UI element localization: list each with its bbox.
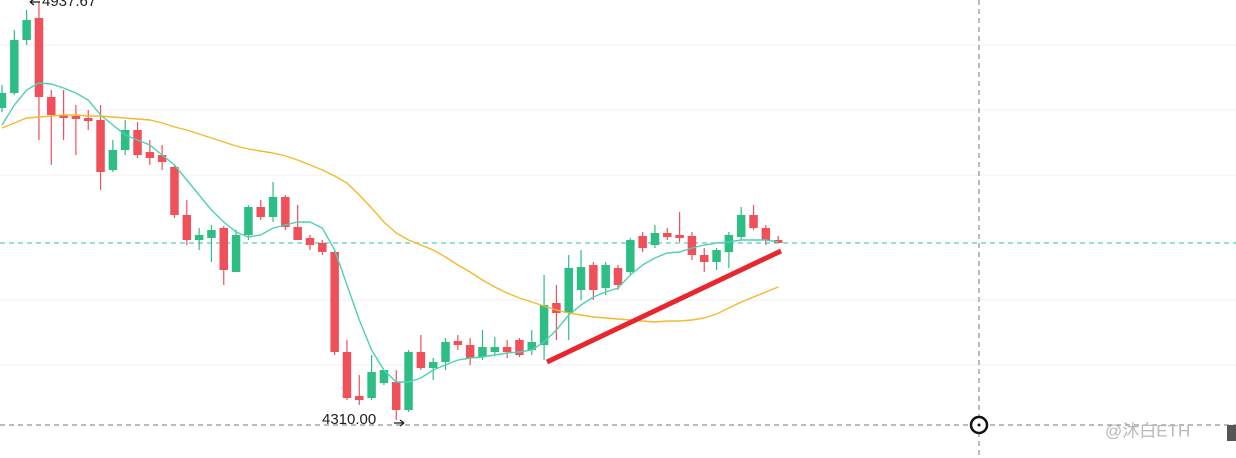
candle-body — [293, 227, 302, 240]
candle-body — [318, 243, 327, 252]
candle-body — [650, 233, 660, 245]
candle-body — [626, 240, 635, 272]
candle-body — [268, 197, 278, 217]
candle-body — [613, 268, 623, 285]
candle-body — [527, 342, 537, 350]
candle-body — [564, 268, 573, 313]
candle-body — [465, 345, 475, 358]
plot-area — [0, 1, 1236, 420]
grid — [0, 44, 1236, 366]
candle-body — [478, 347, 487, 357]
candle-body — [231, 235, 241, 272]
candle-body — [71, 116, 81, 119]
candle-body — [281, 197, 290, 227]
candle-body — [367, 372, 376, 398]
low-arrow — [394, 419, 405, 427]
moving-average-line — [1, 114, 779, 323]
candle-body — [675, 235, 684, 238]
candle-body — [576, 267, 586, 290]
candle-body — [428, 362, 438, 368]
candle-body — [34, 18, 44, 97]
candle-body — [453, 341, 463, 345]
candle-body — [207, 230, 216, 238]
candle-body — [47, 97, 56, 115]
moving-average-line — [1, 82, 779, 383]
high-arrow — [29, 0, 40, 6]
candle-body — [170, 167, 179, 215]
candle-body — [120, 130, 130, 150]
candle-body — [502, 347, 512, 352]
candle-body — [638, 236, 647, 248]
candle-body — [342, 352, 352, 398]
watermark: @沐白ETH — [1105, 421, 1190, 440]
candle-body — [441, 342, 450, 362]
price-tag-edge — [1227, 425, 1236, 441]
candle-body — [416, 352, 426, 368]
candle-body — [133, 130, 142, 155]
candle-body — [379, 370, 389, 383]
candle-body — [539, 305, 549, 345]
candle-body — [256, 207, 265, 217]
candle-body — [490, 347, 500, 352]
candle-body — [663, 233, 672, 237]
candle-body — [699, 255, 709, 262]
candle-body — [305, 238, 315, 245]
candle-body — [391, 382, 401, 410]
candle-body — [145, 152, 155, 158]
candle-body — [736, 215, 746, 237]
candle-body — [761, 228, 771, 240]
candle-body — [552, 303, 561, 313]
candle-body — [194, 235, 204, 240]
candle-body — [712, 250, 721, 262]
candle-body — [724, 235, 734, 252]
candle-body — [219, 228, 229, 270]
candle-body — [687, 236, 697, 255]
candle-body — [355, 396, 364, 400]
candle-body — [601, 265, 610, 288]
candle-body — [749, 215, 758, 228]
candle-body — [96, 120, 105, 172]
candle-body — [330, 252, 339, 352]
candle-body — [589, 265, 598, 290]
candle-body — [404, 352, 413, 410]
candle-body — [108, 150, 118, 170]
low-annotation: 4310.00 — [322, 411, 376, 428]
candle-body — [515, 340, 524, 355]
high-annotation: 4937.67 — [42, 0, 96, 10]
candle-body — [157, 155, 167, 162]
candle-body — [22, 20, 31, 40]
trend-line — [545, 248, 783, 365]
candle-body — [83, 118, 93, 121]
candle-body — [182, 215, 192, 240]
candle-body — [0, 93, 7, 108]
candle-body — [244, 207, 253, 235]
crosshair-dot — [977, 423, 981, 427]
candle-body — [10, 40, 19, 93]
candle-body — [59, 115, 68, 118]
